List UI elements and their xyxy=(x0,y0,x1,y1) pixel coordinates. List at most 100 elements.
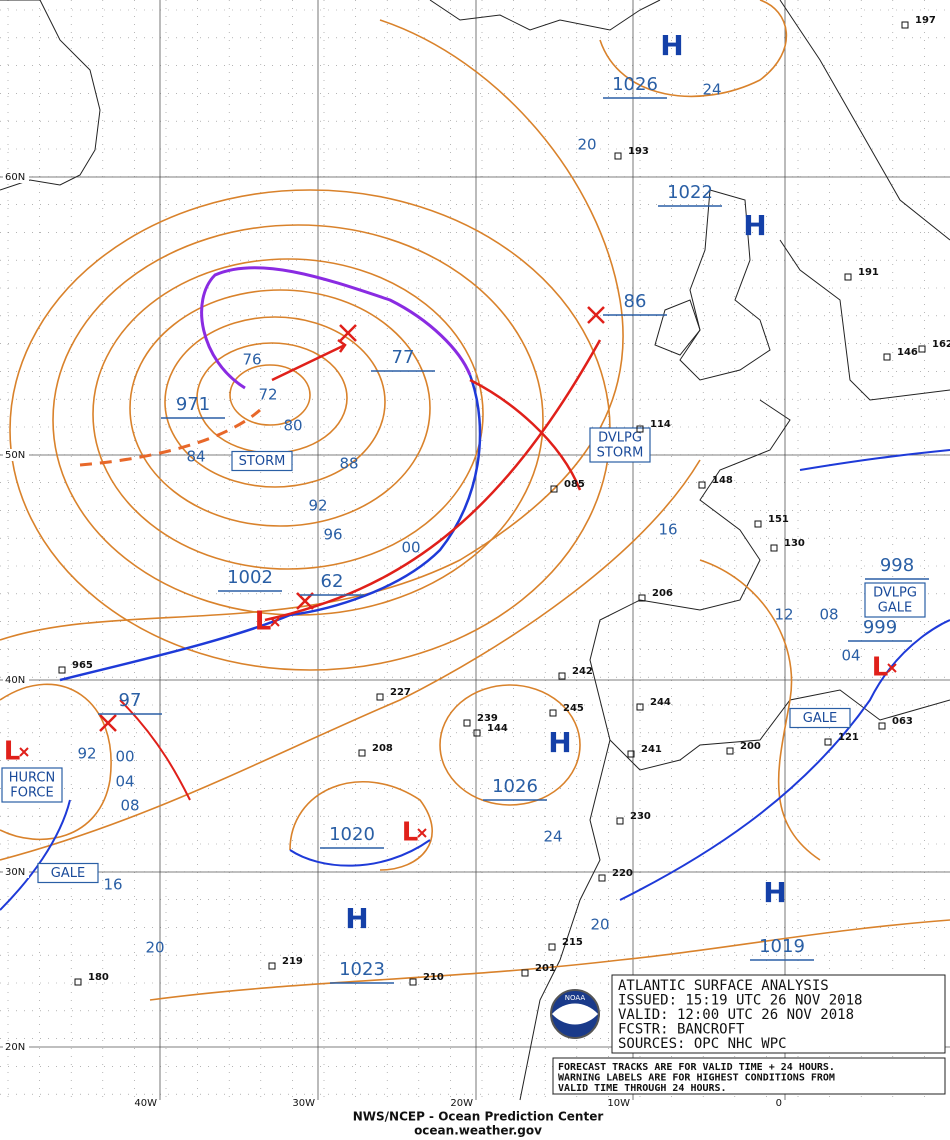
info-line: ATLANTIC SURFACE ANALYSIS xyxy=(618,978,829,994)
isobar-label: 16 xyxy=(658,521,677,539)
station-square xyxy=(548,943,556,951)
pressure-label: 1020 xyxy=(329,824,375,845)
pressure-label: 998 xyxy=(880,555,914,576)
isobar-label: 04 xyxy=(115,773,134,791)
low-center: L xyxy=(255,607,272,637)
lat-label-bg xyxy=(3,1041,29,1053)
occluded-front xyxy=(200,266,472,390)
station-pressure: 197 xyxy=(915,15,936,26)
warning-box xyxy=(231,450,293,472)
isobar xyxy=(0,683,112,841)
longitude-label: 30W xyxy=(292,1098,315,1109)
station-square xyxy=(598,874,606,882)
warning-label: GALE xyxy=(803,711,837,726)
station-pressure: 114 xyxy=(650,419,671,430)
isobar xyxy=(149,919,950,1001)
pressure-label: 971 xyxy=(176,394,210,415)
station-pressure: 148 xyxy=(712,475,733,486)
isobar-label: 00 xyxy=(401,539,420,557)
pressure-label: 77 xyxy=(392,347,415,368)
pressure-label: 1022 xyxy=(667,182,713,203)
isobar-label: 24 xyxy=(702,81,721,99)
pressure-label: 1026 xyxy=(612,74,658,95)
isobar-label: 80 xyxy=(283,417,302,435)
footer-url: ocean.weather.gov xyxy=(414,1124,542,1138)
station-pressure: 210 xyxy=(423,972,444,983)
isobar-label: 16 xyxy=(103,876,122,894)
forecast-track xyxy=(264,339,602,622)
warning-box xyxy=(1,767,63,803)
info-line: FCSTR: BANCROFT xyxy=(618,1022,745,1038)
forecast-position xyxy=(99,714,117,732)
station-square xyxy=(409,978,417,986)
notes-box xyxy=(552,1057,946,1095)
latitude-label: 40N xyxy=(5,675,25,686)
station-pressure: 965 xyxy=(72,660,93,671)
longitude-label: 0 xyxy=(776,1098,782,1109)
note-line: FORECAST TRACKS ARE FOR VALID TIME + 24 … xyxy=(558,1062,835,1073)
station-square xyxy=(636,703,644,711)
high-center: H xyxy=(345,902,368,935)
isobar-label: 08 xyxy=(120,797,139,815)
latitude-label: 30N xyxy=(5,867,25,878)
low-center: L xyxy=(872,653,889,683)
high-center: H xyxy=(743,209,766,242)
station-pressure: 242 xyxy=(572,666,593,677)
note-line: VALID TIME THROUGH 24 HOURS. xyxy=(558,1083,727,1094)
warning-box xyxy=(37,862,99,884)
isobar xyxy=(92,258,484,570)
isobar-label: 96 xyxy=(323,526,342,544)
station-square xyxy=(74,978,82,986)
note-line: WARNING LABELS ARE FOR HIGHEST CONDITION… xyxy=(558,1073,835,1084)
station-square xyxy=(844,273,852,281)
latitude-label: 50N xyxy=(5,450,25,461)
high-center: H xyxy=(660,29,683,62)
station-square xyxy=(883,353,891,361)
warning-label: STORM xyxy=(239,454,286,469)
warning-label: HURCN xyxy=(9,771,55,786)
station-pressure: 219 xyxy=(282,956,303,967)
cold-front xyxy=(289,839,431,867)
station-pressure: 151 xyxy=(768,514,789,525)
isobar-label: 00 xyxy=(115,748,134,766)
warning-label: GALE xyxy=(878,601,912,616)
station-pressure: 239 xyxy=(477,713,498,724)
station-pressure: 230 xyxy=(630,811,651,822)
greenland xyxy=(0,0,101,191)
isobar-label: 72 xyxy=(258,386,277,404)
coastlines xyxy=(0,0,950,1101)
europe xyxy=(589,399,950,771)
low-x xyxy=(417,828,427,838)
station-square xyxy=(698,481,706,489)
station-square xyxy=(878,722,886,730)
isobar xyxy=(599,0,788,98)
warning-box xyxy=(589,427,651,463)
station-square xyxy=(770,544,778,552)
isobar xyxy=(289,781,433,871)
noaa-gull xyxy=(552,1003,598,1025)
high-center: H xyxy=(763,876,786,909)
longitude-label: 40W xyxy=(134,1098,157,1109)
pressure-label: 97 xyxy=(119,690,142,711)
low-x xyxy=(19,747,29,757)
warm-front xyxy=(469,378,582,491)
logo-text: NOAA xyxy=(565,994,586,1002)
pressure-label: 1026 xyxy=(492,776,538,797)
isobar-label: 20 xyxy=(577,136,596,154)
labels: 60N 50N 40N 30N 20N 40W 30W 20W 10W 0 H H H H H L L L L 102… xyxy=(1,15,950,1109)
warning-label: STORM xyxy=(597,446,644,461)
cold-front xyxy=(799,449,950,471)
station-square xyxy=(521,969,529,977)
isobar xyxy=(164,316,386,488)
info-line: SOURCES: OPC NHC WPC xyxy=(618,1036,787,1052)
low-x xyxy=(270,617,280,627)
low-center: L xyxy=(4,737,21,767)
station-pressure: 201 xyxy=(535,963,556,974)
pressure-label: 999 xyxy=(863,617,897,638)
station-square xyxy=(627,750,635,758)
isobar-label: 12 xyxy=(774,606,793,624)
station-pressure: 227 xyxy=(390,687,411,698)
station-square xyxy=(550,485,558,493)
